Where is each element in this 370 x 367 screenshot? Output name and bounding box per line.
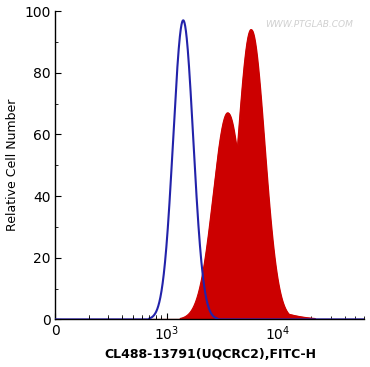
Text: WWW.PTGLAB.COM: WWW.PTGLAB.COM <box>266 20 353 29</box>
X-axis label: CL488-13791(UQCRC2),FITC-H: CL488-13791(UQCRC2),FITC-H <box>104 348 316 361</box>
Y-axis label: Relative Cell Number: Relative Cell Number <box>6 99 18 232</box>
